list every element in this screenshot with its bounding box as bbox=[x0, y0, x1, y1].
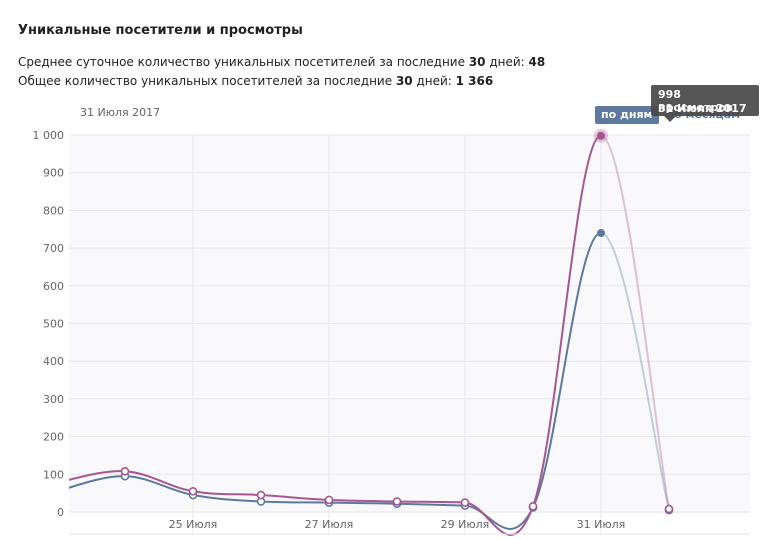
x-tick-label: 31 Июля bbox=[577, 518, 626, 531]
series-line bbox=[69, 232, 601, 530]
total-visitors-prefix: Общее количество уникальных посетителей … bbox=[18, 74, 396, 88]
y-tick-label: 100 bbox=[43, 468, 64, 481]
series-1 bbox=[69, 232, 670, 530]
x-gridlines bbox=[192, 135, 602, 534]
x-tick-label: 27 Июля bbox=[305, 518, 354, 531]
tooltip: 998 просмотров 31 Июля 2017 bbox=[651, 85, 759, 116]
data-point[interactable] bbox=[256, 490, 266, 500]
x-tick-label: 29 Июля bbox=[441, 518, 490, 531]
y-tick-label: 700 bbox=[43, 242, 64, 255]
y-gridlines bbox=[69, 134, 750, 513]
data-point[interactable] bbox=[392, 497, 402, 506]
y-tick-label: 400 bbox=[43, 355, 64, 368]
selected-date-label: 31 Июля 2017 bbox=[80, 106, 161, 119]
total-visitors-value: 1 366 bbox=[455, 74, 494, 88]
average-visitors-mid: дней: bbox=[485, 55, 529, 69]
y-tick-label: 1 000 bbox=[33, 129, 65, 142]
average-visitors-value: 48 bbox=[528, 55, 546, 69]
page-title: Уникальные посетители и просмотры bbox=[18, 23, 303, 38]
series-group bbox=[69, 128, 674, 536]
tooltip-arrow bbox=[664, 116, 676, 122]
by-day-button[interactable]: по дням bbox=[595, 106, 659, 124]
y-tick-label: 800 bbox=[43, 204, 64, 217]
data-point[interactable] bbox=[664, 504, 674, 514]
data-point-highlight[interactable] bbox=[597, 131, 605, 140]
data-point[interactable] bbox=[188, 486, 198, 496]
data-point-highlight[interactable] bbox=[597, 229, 605, 238]
total-visitors-mid: дней: bbox=[412, 74, 456, 88]
y-tick-label: 900 bbox=[43, 167, 64, 180]
data-point[interactable] bbox=[120, 466, 130, 476]
total-visitors-days: 30 bbox=[395, 74, 413, 88]
data-point[interactable] bbox=[324, 495, 334, 505]
y-tick-label: 0 bbox=[57, 506, 64, 519]
x-tick-label: 25 Июля bbox=[169, 518, 218, 531]
average-visitors-prefix: Среднее суточное количество уникальных п… bbox=[18, 55, 469, 69]
total-visitors-stat: Общее количество уникальных посетителей … bbox=[18, 74, 493, 88]
y-tick-label: 200 bbox=[43, 431, 64, 444]
data-point[interactable] bbox=[460, 498, 470, 507]
y-tick-label: 500 bbox=[43, 318, 64, 331]
data-point[interactable] bbox=[528, 502, 538, 511]
y-tick-label: 300 bbox=[43, 393, 64, 406]
average-visitors-stat: Среднее суточное количество уникальных п… bbox=[18, 55, 545, 69]
tooltip-value: 998 просмотров bbox=[658, 88, 733, 114]
y-axis-ticks: 0 100 200 300 400 500 600 700 800 900 1 000 bbox=[33, 129, 65, 519]
y-tick-label: 600 bbox=[43, 280, 64, 293]
tooltip-date: 31 Июля 2017 bbox=[658, 102, 747, 115]
x-axis-ticks: 25 Июля 27 Июля 29 Июля 31 Июля bbox=[169, 518, 626, 531]
average-visitors-days: 30 bbox=[468, 55, 486, 69]
